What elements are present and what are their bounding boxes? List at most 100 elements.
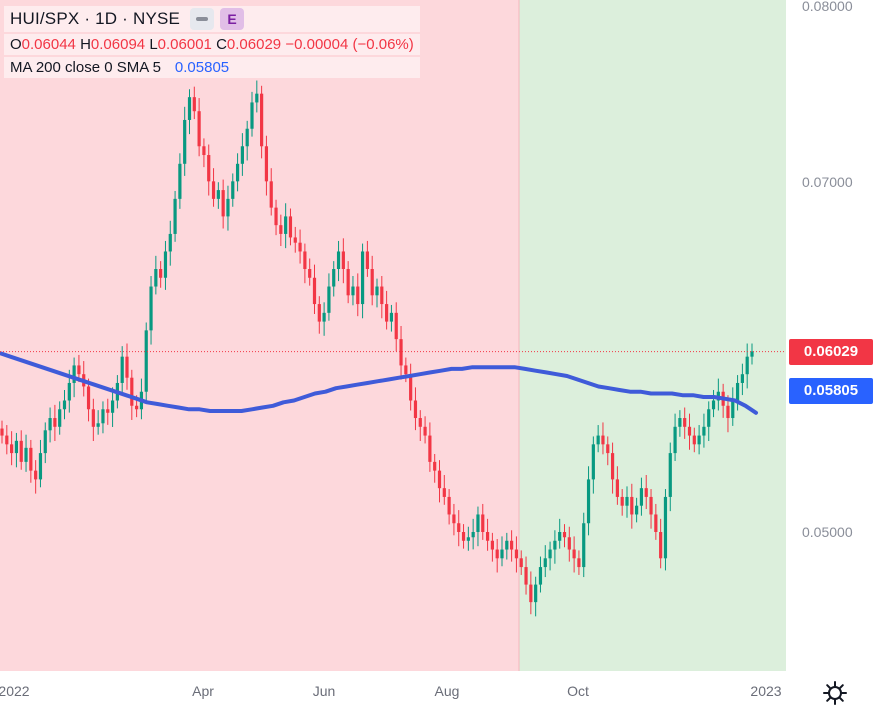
candle-body xyxy=(457,523,461,532)
candle-body xyxy=(423,426,427,436)
low-value: 0.06001 xyxy=(157,36,212,53)
candle-body xyxy=(29,447,33,471)
candle-body xyxy=(327,286,331,313)
candle-body xyxy=(211,181,216,199)
candle-body xyxy=(293,237,297,243)
candle-body xyxy=(697,435,701,445)
candle-body xyxy=(356,286,360,305)
time-tick: Apr xyxy=(192,683,214,699)
candle-body xyxy=(375,286,379,296)
symbol-title[interactable]: HUI/SPX · 1D · NYSE xyxy=(10,9,181,28)
candle-body xyxy=(183,119,187,164)
candle-body xyxy=(505,540,509,550)
candle-body xyxy=(481,514,485,532)
price-tick: 0.08000 xyxy=(802,0,853,14)
ma-row[interactable]: MA 200 close 0 SMA 5 0.05805 xyxy=(4,57,420,78)
e-button[interactable]: E xyxy=(220,8,245,30)
candle-body xyxy=(745,356,749,375)
candle-body xyxy=(58,409,62,427)
candle-body xyxy=(735,382,740,401)
candle-body xyxy=(731,400,735,419)
candle-body xyxy=(495,549,499,559)
candle-body xyxy=(490,540,494,550)
candle-body xyxy=(418,418,422,427)
candle-body xyxy=(322,312,326,322)
time-axis[interactable]: 2022 Apr Jun Aug Oct 2023 xyxy=(0,671,786,711)
candle-body xyxy=(385,304,389,322)
candle-body xyxy=(394,312,398,340)
candle-body xyxy=(53,418,57,427)
candle-body xyxy=(144,330,148,392)
candle-body xyxy=(125,356,129,378)
candle-body xyxy=(409,374,413,401)
candle-body xyxy=(62,400,67,410)
candle-body xyxy=(702,426,706,436)
candle-body xyxy=(168,233,172,252)
candle-body xyxy=(38,453,43,480)
candle-body xyxy=(96,423,100,427)
candle-body xyxy=(606,444,610,454)
candle-body xyxy=(553,540,557,550)
change-value: −0.00004 (−0.06%) xyxy=(285,36,414,53)
candle-body xyxy=(500,549,504,559)
candle-body xyxy=(413,400,418,419)
candle-body xyxy=(620,496,624,506)
candle-body xyxy=(341,251,345,269)
candle-body xyxy=(466,537,470,541)
candle-body xyxy=(711,400,716,410)
candle-body xyxy=(303,251,307,269)
chart-area[interactable]: HUI/SPX · 1D · NYSE E O 0.06044 H 0.06094 … xyxy=(0,0,786,671)
candle-body xyxy=(91,409,95,427)
candle-body xyxy=(625,496,629,506)
candle-body xyxy=(687,426,692,436)
candle-body xyxy=(19,440,23,462)
candle-body xyxy=(5,435,9,445)
candle-body xyxy=(548,549,552,559)
candle-body xyxy=(24,447,28,462)
candle-body xyxy=(187,97,192,120)
candle-body xyxy=(269,181,273,208)
candle-body xyxy=(572,549,576,559)
candle-body xyxy=(120,356,124,383)
candle-body xyxy=(538,567,543,585)
candle-body xyxy=(644,488,648,497)
hide-icon[interactable] xyxy=(190,8,215,30)
candle-body xyxy=(615,479,619,497)
ma-price-tag: 0.05805 xyxy=(789,378,873,404)
candle-body xyxy=(678,418,682,427)
candle-body xyxy=(510,540,514,550)
candle-body xyxy=(610,453,615,480)
price-axis[interactable]: 0.08000 0.07000 0.05000 0.06029 0.05805 xyxy=(786,0,877,671)
candle-body xyxy=(692,435,696,445)
candle-body xyxy=(279,225,283,234)
price-plot[interactable] xyxy=(0,0,786,671)
candle-body xyxy=(726,405,730,419)
candle-body xyxy=(404,365,408,375)
candle-body xyxy=(360,251,365,305)
gear-icon[interactable] xyxy=(820,678,850,708)
candle-body xyxy=(591,444,595,480)
candle-body xyxy=(596,435,600,445)
candle-body xyxy=(308,269,312,278)
candle-body xyxy=(461,532,466,541)
close-value: 0.06029 xyxy=(226,36,282,53)
time-tick: Aug xyxy=(434,683,460,699)
candle-body xyxy=(399,339,403,366)
candle-body xyxy=(514,549,519,559)
candles-group xyxy=(0,80,754,617)
candle-body xyxy=(274,207,278,226)
candle-body xyxy=(202,146,206,156)
candle-body xyxy=(34,470,38,480)
candle-body xyxy=(370,269,374,296)
price-tick: 0.05000 xyxy=(802,524,853,540)
ma-label: MA 200 close 0 SMA 5 xyxy=(10,59,161,76)
candle-body xyxy=(582,523,586,568)
candle-body xyxy=(312,277,317,305)
candle-body xyxy=(260,93,264,147)
candle-body xyxy=(245,128,249,147)
time-tick: 2022 xyxy=(0,683,30,699)
candle-body xyxy=(558,532,562,541)
candle-body xyxy=(562,532,567,538)
candle-body xyxy=(154,269,158,287)
ohlc-row: O 0.06044 H 0.06094 L 0.06001 C 0.06029 −0.0… xyxy=(4,34,420,55)
